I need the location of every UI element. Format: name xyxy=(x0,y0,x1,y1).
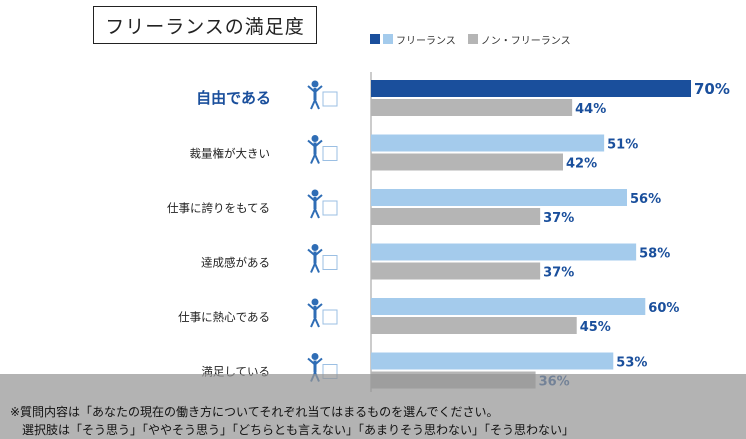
legend-swatch-non-freelance xyxy=(467,34,478,44)
bar-1-0 xyxy=(371,99,573,116)
bar-0-2 xyxy=(371,189,627,206)
category-label-1: 裁量権が大きい xyxy=(190,147,271,161)
data-label-0-3: 58% xyxy=(639,247,670,262)
data-label-1-4: 45% xyxy=(580,320,611,335)
footnote-line-1: ※質問内容は「あなたの現在の働き方についてそれぞれ当てはまるものを選んでください… xyxy=(10,405,499,419)
legend-label-freelance: フリーランス xyxy=(396,35,456,47)
bar-1-1 xyxy=(371,153,563,171)
data-label-0-5: 53% xyxy=(616,356,647,371)
category-label-4: 仕事に熱心である xyxy=(178,310,270,324)
person-proud-icon xyxy=(307,189,338,219)
data-label-1-1: 42% xyxy=(566,157,597,172)
data-label-0-0: 70% xyxy=(694,80,730,98)
bar-0-1 xyxy=(371,134,605,152)
data-label-0-4: 60% xyxy=(648,301,679,316)
legend-item-non-freelance: ノン・フリーランス xyxy=(467,32,571,47)
category-label-2: 仕事に誇りをもてる xyxy=(167,201,270,215)
person-jumping-icon xyxy=(307,80,338,110)
footnote-line-2: 選択肢は「そう思う」「ややそう思う」「どちらとも言えない」「あまりそう思わない」… xyxy=(22,423,575,437)
data-label-0-1: 51% xyxy=(607,138,638,153)
chart-title: フリーランスの満足度 xyxy=(93,6,317,44)
data-label-1-2: 37% xyxy=(543,211,574,226)
bar-0-5 xyxy=(371,352,614,370)
legend-label-non-freelance: ノン・フリーランス xyxy=(480,35,571,47)
legend-item-freelance: フリーランス xyxy=(370,32,456,47)
bar-0-3 xyxy=(371,243,637,261)
category-label-3: 達成感がある xyxy=(201,256,270,270)
footnote-band: ※質問内容は「あなたの現在の働き方についてそれぞれ当てはまるものを選んでください… xyxy=(0,374,746,439)
data-label-1-0: 44% xyxy=(575,102,606,117)
bar-1-2 xyxy=(371,208,541,225)
person-cheering-icon xyxy=(307,244,338,273)
data-label-0-2: 56% xyxy=(630,192,661,207)
bar-1-3 xyxy=(371,262,541,280)
bar-0-0 xyxy=(371,80,691,97)
bar-0-4 xyxy=(371,298,646,315)
person-lifting-icon xyxy=(307,135,338,164)
data-label-1-3: 37% xyxy=(543,266,574,281)
legend: フリーランス ノン・フリーランス xyxy=(370,32,583,47)
category-label-0: 自由である xyxy=(196,89,271,107)
legend-swatch-freelance-light xyxy=(383,34,393,44)
person-at-desk-icon xyxy=(307,298,338,328)
bar-1-4 xyxy=(371,317,577,334)
legend-swatch-freelance-dark xyxy=(370,34,380,44)
